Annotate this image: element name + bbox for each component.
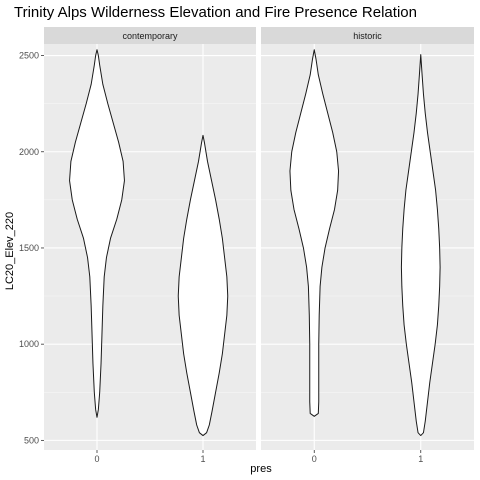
facet-strip-label: contemporary <box>122 31 178 41</box>
violin-historic-0 <box>289 49 340 417</box>
x-tick-label: 1 <box>418 454 423 464</box>
facet-panel-contemporary: contemporary 0 1 <box>44 27 256 464</box>
y-tick-label: 2000 <box>19 147 39 157</box>
x-tick-label: 1 <box>200 454 205 464</box>
violin-contemporary-0 <box>69 49 125 418</box>
panel-background <box>261 44 474 450</box>
facet-strip <box>261 27 474 44</box>
facet-panel-historic: historic 0 1 <box>261 27 474 464</box>
panel-background <box>44 44 256 450</box>
chart-title: Trinity Alps Wilderness Elevation and Fi… <box>14 4 417 21</box>
y-axis-title: LC20_Elev_220 <box>4 212 16 290</box>
x-tick-label: 0 <box>94 454 99 464</box>
facet-strip-label: historic <box>353 31 382 41</box>
y-tick-label: 1500 <box>19 243 39 253</box>
y-tick-label: 500 <box>24 435 39 445</box>
facet-panels: contemporary 0 1 historic 0 1 <box>44 27 474 464</box>
violin-historic-1 <box>400 54 441 437</box>
violin-contemporary-1 <box>177 134 229 437</box>
y-tick-label: 1000 <box>19 339 39 349</box>
x-tick-label: 0 <box>312 454 317 464</box>
x-axis-title: pres <box>250 463 272 475</box>
y-tick-label: 2500 <box>19 51 39 61</box>
facet-strip <box>44 27 256 44</box>
y-axis: 500 1000 1500 2000 2500 <box>19 51 44 445</box>
